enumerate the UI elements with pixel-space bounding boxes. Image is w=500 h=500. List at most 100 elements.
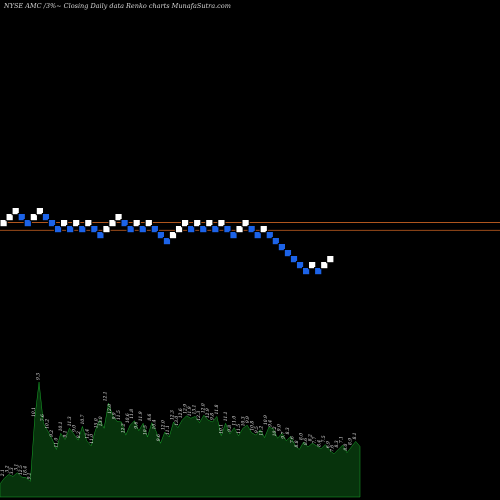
renko-brick — [90, 225, 99, 234]
volume-label: 11.9 — [188, 406, 193, 416]
volume-label: 8.3 — [286, 427, 291, 434]
volume-area — [0, 381, 361, 498]
volume-fill — [0, 381, 361, 498]
renko-brick — [223, 225, 232, 234]
volume-label: 12.3 — [197, 411, 202, 421]
volume-label: 11.0 — [90, 434, 95, 444]
chart-title: NYSE AMC /3%~ Closing Daily data Renko c… — [3, 2, 231, 10]
volume-label: 10.1 — [219, 424, 224, 434]
renko-brick — [289, 255, 299, 264]
renko-brick — [66, 225, 75, 234]
renko-brick — [168, 231, 178, 240]
volume-label: 10.6 — [126, 413, 131, 423]
renko-brick — [72, 219, 81, 228]
renko-brick — [11, 207, 20, 216]
volume-label: 10.5 — [144, 425, 149, 435]
volume-label: 8.6 — [304, 438, 309, 445]
renko-brick — [5, 213, 14, 222]
volume-label: 10.3 — [242, 416, 247, 426]
volume-label: 9.0 — [277, 424, 282, 431]
volume-label: 9.0 — [72, 425, 77, 432]
renko-brick — [84, 219, 93, 228]
renko-brick — [126, 225, 135, 234]
renko-brick — [211, 225, 220, 234]
renko-brick — [314, 267, 323, 276]
renko-brick — [108, 219, 117, 228]
renko-brick — [102, 225, 111, 234]
volume-label: 10.2 — [273, 426, 278, 436]
volume-label: 10.2 — [46, 419, 51, 429]
renko-brick — [114, 213, 123, 222]
renko-brick — [132, 219, 141, 228]
volume-label: 3.3 — [10, 467, 15, 474]
volume-label: 12.9 — [206, 408, 211, 418]
volume-label: 12.0 — [108, 404, 113, 414]
renko-brick — [29, 213, 38, 222]
volume-label: 11.8 — [215, 404, 220, 414]
volume-label: 11.0 — [233, 416, 238, 426]
volume-label: 11.0 — [54, 438, 59, 448]
volume-label: 11.9 — [139, 411, 144, 421]
volume-label: 9.8 — [228, 425, 233, 432]
volume-label: 15.0 — [95, 418, 100, 428]
volume-label: 9.7 — [282, 432, 287, 439]
volume-label: 8.8 — [295, 440, 300, 447]
volume-label: 8.0 — [344, 443, 349, 450]
volume-label: 11.1 — [224, 411, 229, 421]
renko-brick — [150, 225, 159, 234]
volume-label: 9.9 — [246, 416, 251, 423]
renko-brick — [78, 225, 87, 234]
renko-brick — [156, 231, 166, 240]
volume-label: 10.8 — [251, 421, 256, 431]
volume-label: 12.1 — [103, 391, 108, 401]
volume-label: 9.6 — [135, 422, 140, 429]
volume-label: 7.1 — [340, 436, 345, 443]
volume-label: 13.0 — [99, 416, 104, 426]
volume-label: 9.5 — [255, 426, 260, 433]
volume-label: 7.6 — [331, 445, 336, 452]
renko-brick — [193, 219, 202, 228]
volume-label: 11.2 — [259, 426, 264, 436]
renko-brick — [138, 225, 147, 234]
volume-label: 7.6 — [291, 436, 296, 443]
renko-brick — [271, 237, 280, 246]
volume-label: 11.3 — [68, 416, 73, 426]
volume-label: 10.1 — [32, 407, 37, 417]
volume-label: 2.1 — [1, 469, 6, 477]
volume-label: 8.0 — [300, 433, 305, 440]
volume-label: 12.5 — [19, 465, 24, 475]
volume-label: 12.3 — [170, 410, 175, 420]
renko-brick — [23, 219, 32, 228]
renko-brick — [326, 255, 335, 264]
renko-brick — [47, 219, 57, 228]
volume-label: 11.5 — [237, 424, 242, 434]
renko-brick — [96, 231, 105, 240]
volume-label: 9.1 — [28, 472, 33, 479]
renko-brick — [17, 213, 26, 222]
volume-label: 7.5 — [322, 435, 327, 442]
volume-label: 9.8 — [210, 413, 215, 420]
volume-label: 10.9 — [264, 415, 269, 425]
renko-brick — [253, 231, 262, 240]
renko-brick — [229, 231, 238, 240]
volume-label: 3.2 — [5, 465, 10, 472]
volume-label: 13.0 — [175, 416, 180, 426]
renko-brick — [295, 261, 305, 270]
volume-label: 8.4 — [317, 440, 322, 447]
volume-label: 8.3 — [335, 440, 340, 447]
volume-label: 10.4 — [152, 419, 157, 429]
renko-brick — [181, 219, 190, 228]
volume-label: 12.6 — [179, 408, 184, 418]
renko-brick — [217, 219, 226, 228]
volume-label: 11.1 — [166, 425, 171, 435]
renko-brick — [277, 243, 286, 252]
renko-brick — [283, 249, 293, 258]
renko-brick — [53, 225, 63, 234]
renko-brick — [120, 219, 129, 228]
volume-label: 9.1 — [63, 431, 68, 438]
volume-label: 9.6 — [157, 434, 162, 441]
volume-label: 8.2 — [308, 434, 313, 441]
volume-label: 12.0 — [202, 403, 207, 413]
volume-label: 13.1 — [193, 405, 198, 415]
